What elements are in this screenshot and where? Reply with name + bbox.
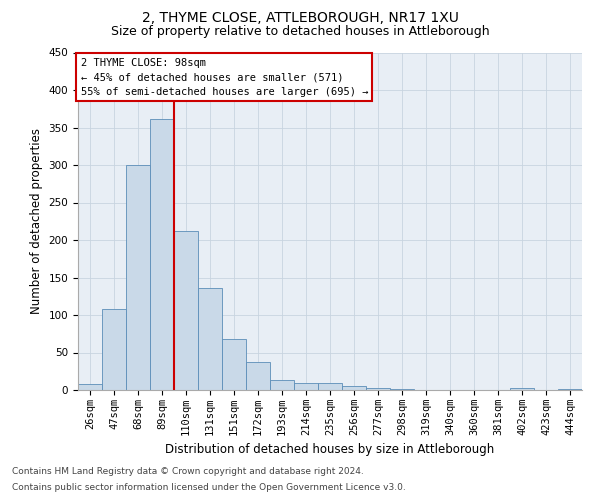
Bar <box>342 386 366 390</box>
Bar <box>558 388 582 390</box>
Bar <box>294 382 318 390</box>
Bar <box>150 118 174 390</box>
Bar <box>390 388 414 390</box>
Bar <box>78 384 102 390</box>
Text: Contains public sector information licensed under the Open Government Licence v3: Contains public sector information licen… <box>12 484 406 492</box>
Bar <box>174 231 198 390</box>
X-axis label: Distribution of detached houses by size in Attleborough: Distribution of detached houses by size … <box>166 444 494 456</box>
Bar <box>126 165 150 390</box>
Bar <box>102 309 126 390</box>
Text: 2 THYME CLOSE: 98sqm
← 45% of detached houses are smaller (571)
55% of semi-deta: 2 THYME CLOSE: 98sqm ← 45% of detached h… <box>80 58 368 97</box>
Bar <box>246 362 270 390</box>
Text: Size of property relative to detached houses in Attleborough: Size of property relative to detached ho… <box>110 25 490 38</box>
Bar <box>198 288 222 390</box>
Text: Contains HM Land Registry data © Crown copyright and database right 2024.: Contains HM Land Registry data © Crown c… <box>12 467 364 476</box>
Text: 2, THYME CLOSE, ATTLEBOROUGH, NR17 1XU: 2, THYME CLOSE, ATTLEBOROUGH, NR17 1XU <box>142 12 458 26</box>
Bar <box>222 339 246 390</box>
Bar <box>510 388 534 390</box>
Bar <box>318 383 342 390</box>
Bar <box>270 380 294 390</box>
Bar <box>366 388 390 390</box>
Y-axis label: Number of detached properties: Number of detached properties <box>30 128 43 314</box>
